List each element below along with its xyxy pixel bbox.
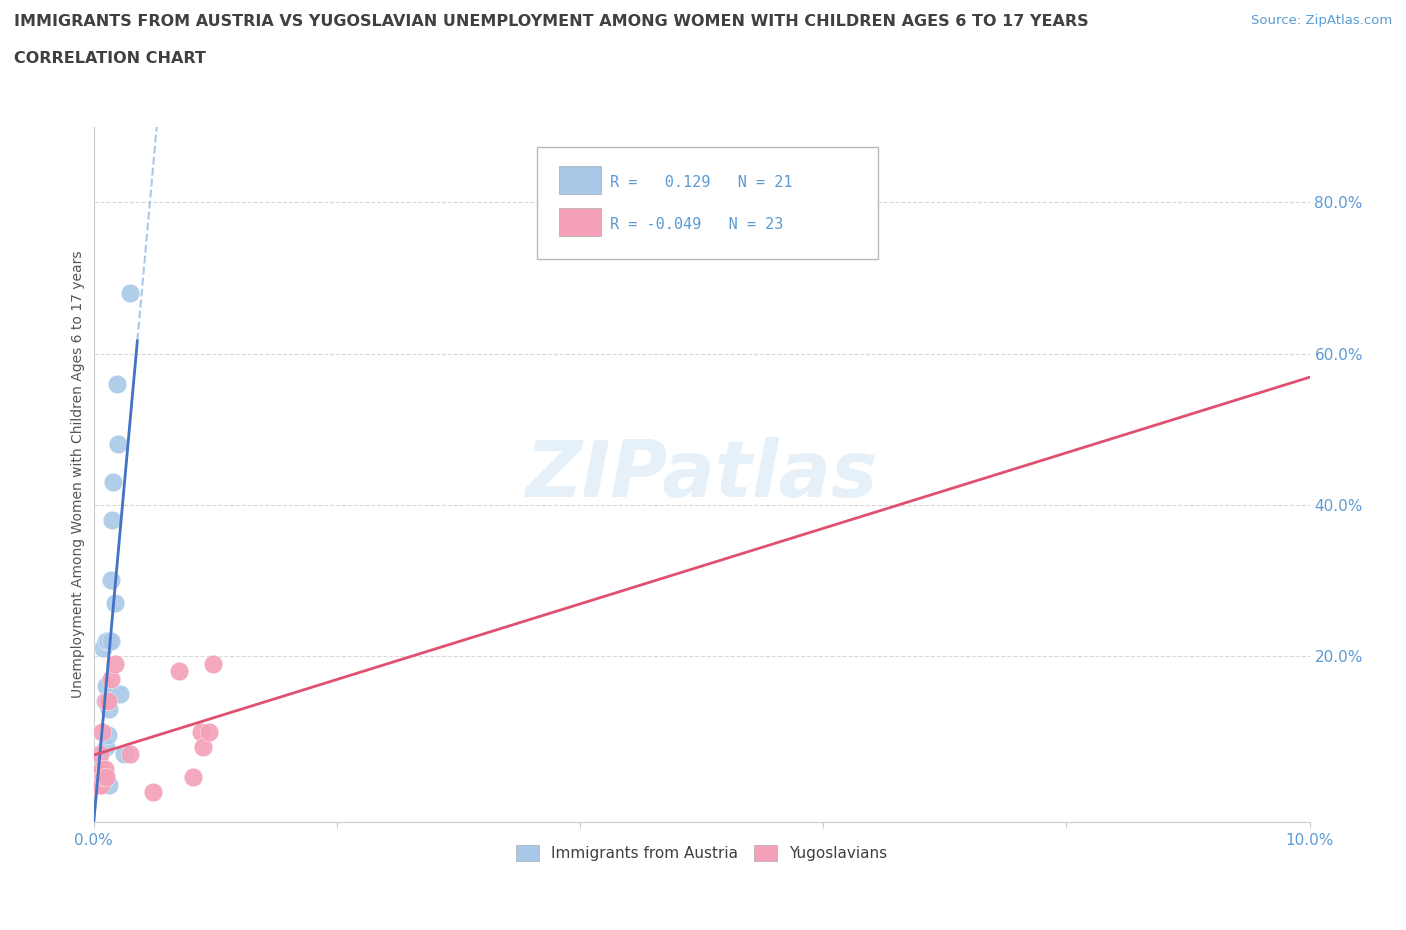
Text: ZIPatlas: ZIPatlas (526, 436, 877, 512)
Point (86, 770, 108, 785)
Point (100, 573, 122, 588)
Point (198, 724, 221, 739)
Point (97, 633, 120, 648)
Point (98, 777, 121, 792)
Point (89, 774, 111, 789)
Point (101, 512, 124, 527)
Point (89, 747, 111, 762)
Point (94, 694, 117, 709)
Point (100, 671, 122, 686)
Point (98, 701, 121, 716)
Y-axis label: Unemployment Among Women with Children Ages 6 to 17 years: Unemployment Among Women with Children A… (72, 251, 86, 698)
Point (91, 641, 114, 656)
Point (104, 595, 127, 610)
Point (91, 724, 114, 739)
Text: IMMIGRANTS FROM AUSTRIA VS YUGOSLAVIAN UNEMPLOYMENT AMONG WOMEN WITH CHILDREN AG: IMMIGRANTS FROM AUSTRIA VS YUGOSLAVIAN U… (14, 14, 1088, 29)
Point (94, 633, 117, 648)
Point (167, 664, 190, 679)
Point (101, 474, 124, 489)
Point (90, 777, 112, 792)
Point (93, 762, 115, 777)
Point (142, 785, 165, 800)
Point (94, 770, 117, 785)
Legend: Immigrants from Austria, Yugoslavians: Immigrants from Austria, Yugoslavians (510, 839, 893, 867)
FancyBboxPatch shape (560, 208, 600, 236)
Text: R =   0.129   N = 21: R = 0.129 N = 21 (610, 175, 793, 190)
Point (118, 747, 141, 762)
Point (89, 758, 111, 773)
Point (105, 377, 128, 392)
Text: R = -0.049   N = 23: R = -0.049 N = 23 (610, 217, 783, 232)
Point (107, 437, 129, 452)
Point (91, 762, 114, 777)
Point (181, 770, 204, 785)
Point (112, 747, 135, 762)
Point (104, 657, 127, 671)
Point (93, 694, 115, 709)
FancyBboxPatch shape (560, 166, 600, 194)
Point (87, 777, 110, 792)
Point (110, 686, 132, 701)
Point (190, 724, 212, 739)
Point (201, 657, 224, 671)
Point (89, 765, 111, 780)
Point (94, 739, 117, 754)
Point (118, 286, 141, 300)
Point (93, 765, 115, 780)
FancyBboxPatch shape (537, 148, 877, 259)
Point (97, 694, 120, 709)
Text: Source: ZipAtlas.com: Source: ZipAtlas.com (1251, 14, 1392, 27)
Point (94, 679, 117, 694)
Point (97, 728, 120, 743)
Point (191, 739, 214, 754)
Point (100, 633, 122, 648)
Point (91, 770, 114, 785)
Text: CORRELATION CHART: CORRELATION CHART (14, 51, 205, 66)
